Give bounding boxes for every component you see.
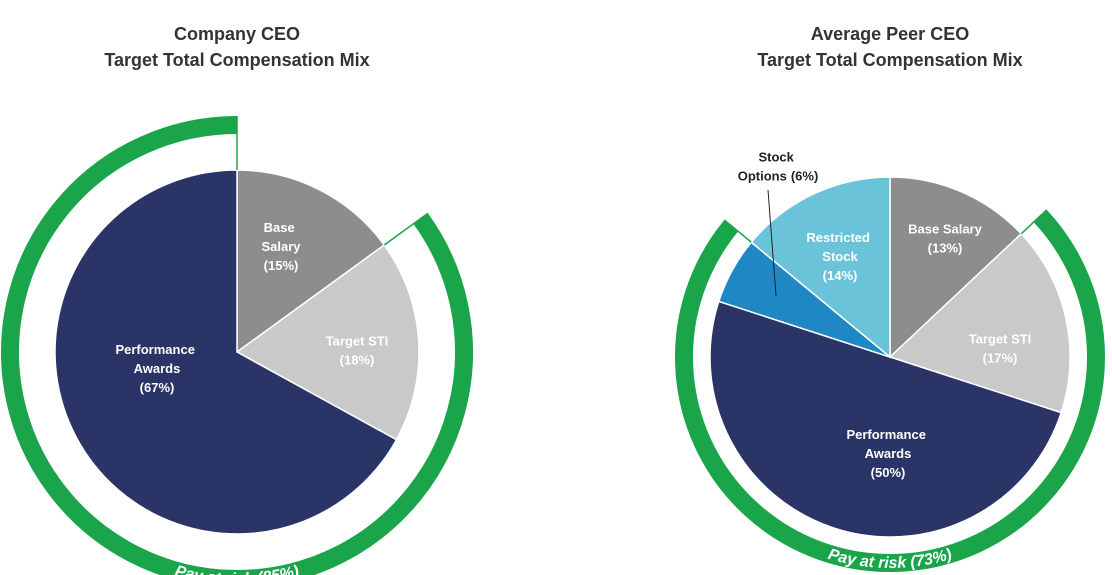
slice-label: Stock Options (6%) (738, 150, 819, 184)
slice-label: Restricted Stock (14%) (806, 230, 873, 283)
pie-slice (235, 243, 420, 441)
slice-label: Target STI (17%) (969, 332, 1032, 366)
risk-arc (1, 116, 473, 575)
value-label: (6%) (791, 169, 818, 184)
value-label: (67%) (140, 380, 175, 395)
pie-slice (236, 169, 386, 354)
label-line: Restricted (806, 230, 873, 245)
value-label: (14%) (823, 268, 858, 283)
label-line: Target STI (969, 332, 1032, 347)
slice-label: Target STI (18%) (326, 334, 389, 368)
label-line: Stock (822, 249, 858, 264)
leader-line (767, 189, 777, 297)
risk-arc (675, 209, 1105, 572)
pie-slice (750, 176, 891, 359)
slice-label: Base Salary (15%) (261, 220, 301, 273)
category-label: Performance Awards (115, 342, 198, 376)
label-line: Base Salary (908, 222, 982, 237)
label-line: Base (264, 220, 299, 235)
category-label: Target STI (969, 332, 1032, 347)
pie-slice (54, 169, 398, 535)
risk-label-path: Pay at risk (85%) (173, 563, 301, 575)
pie-slice (709, 300, 1063, 538)
chart-title: Average Peer CEO (811, 24, 969, 44)
chart-title: Company CEO (174, 24, 300, 44)
category-label: Target STI (326, 334, 389, 349)
risk-arc-end (1020, 209, 1048, 235)
value-label: (18%) (340, 353, 375, 368)
risk-label: Pay at risk (73%) (826, 546, 954, 572)
pie-slice (889, 176, 1023, 359)
category-label: Stock Options (738, 150, 798, 184)
risk-label: Pay at risk (85%) (173, 563, 301, 575)
label-line: Target STI (326, 334, 389, 349)
value-label: (13%) (928, 241, 963, 256)
value-label: (15%) (264, 258, 299, 273)
category-label: Base Salary (908, 222, 982, 237)
label-line: Awards (865, 446, 912, 461)
slice-label: Base Salary (13%) (908, 222, 982, 256)
risk-label-path: Pay at risk (73%) (826, 546, 954, 572)
label-line: Options (738, 169, 787, 184)
slice-label: Performance Awards (50%) (846, 427, 929, 480)
label-line: Salary (261, 239, 301, 254)
label-line: Awards (134, 361, 181, 376)
label-line: Performance (846, 427, 929, 442)
category-label: Performance Awards (846, 427, 929, 461)
label-line: Stock (758, 150, 797, 165)
chart-title: Target Total Compensation Mix (757, 50, 1022, 70)
value-label: (50%) (871, 465, 906, 480)
slice-label: Performance Awards (67%) (115, 342, 198, 395)
risk-arc-end (383, 212, 429, 246)
risk-arc-end (723, 219, 752, 243)
category-label: Base Salary (261, 220, 301, 254)
pie-slice (888, 232, 1071, 414)
chart-title: Target Total Compensation Mix (104, 50, 369, 70)
category-label: Restricted Stock (806, 230, 873, 264)
label-line: Performance (115, 342, 198, 357)
value-label: (17%) (983, 351, 1018, 366)
